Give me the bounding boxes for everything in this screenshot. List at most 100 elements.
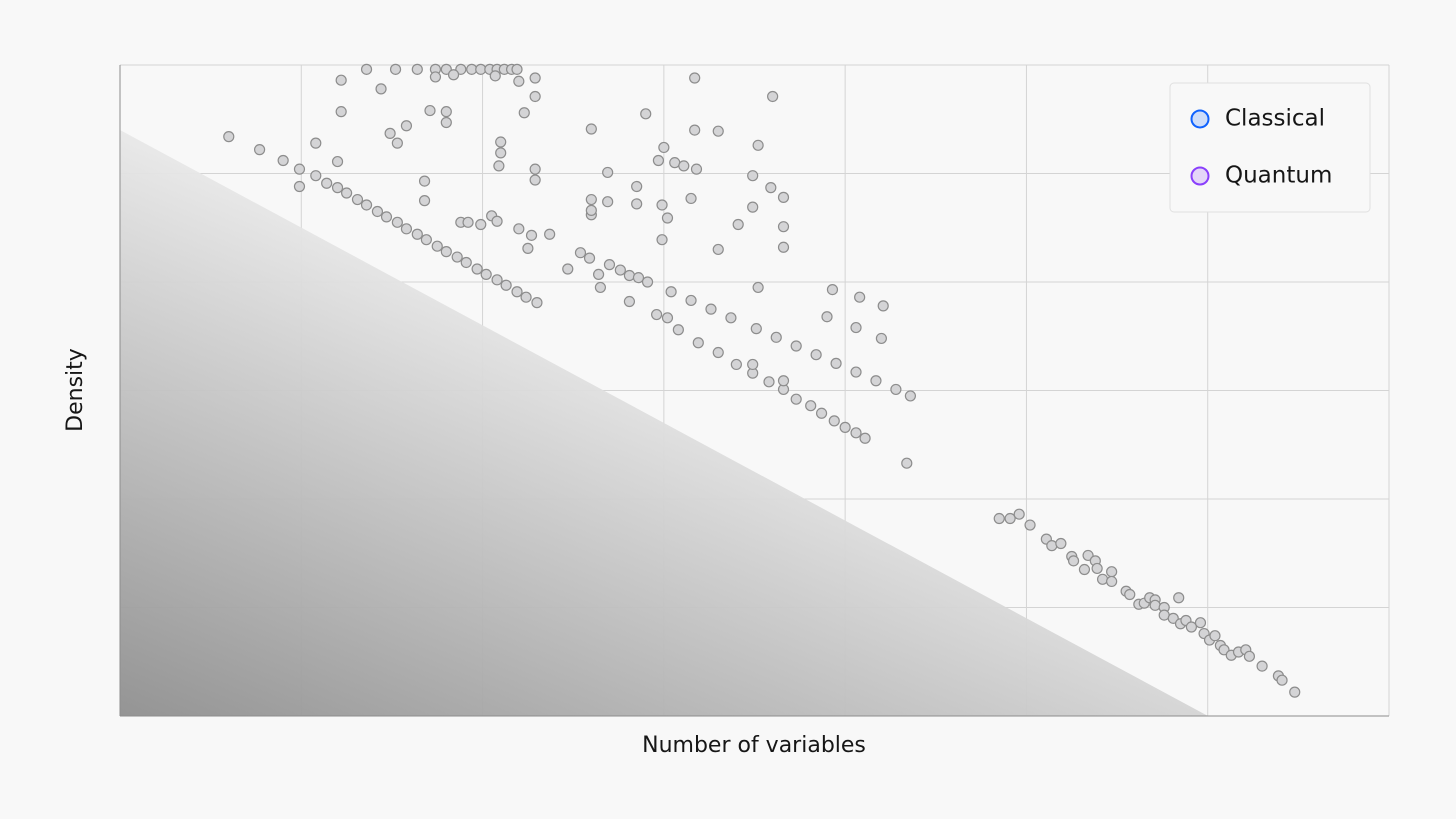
point xyxy=(1256,660,1268,672)
point xyxy=(585,123,597,135)
point xyxy=(689,72,701,84)
point xyxy=(391,137,403,149)
point xyxy=(1067,555,1080,567)
point xyxy=(471,263,483,275)
point xyxy=(1046,540,1058,552)
point xyxy=(411,228,423,240)
point xyxy=(513,223,525,235)
point xyxy=(440,106,452,118)
point xyxy=(1185,621,1197,633)
point xyxy=(850,427,862,439)
point xyxy=(420,234,432,246)
point xyxy=(583,252,596,264)
point xyxy=(826,283,839,296)
point xyxy=(525,229,538,241)
legend-marker xyxy=(1190,166,1210,186)
point xyxy=(371,205,384,218)
point xyxy=(767,90,779,103)
point xyxy=(491,215,503,227)
point xyxy=(904,390,917,402)
point xyxy=(585,193,597,206)
point xyxy=(1149,599,1161,611)
point xyxy=(592,268,605,281)
point xyxy=(623,269,636,282)
point xyxy=(712,346,724,359)
point xyxy=(562,263,574,275)
point xyxy=(529,174,541,186)
point xyxy=(1124,588,1136,601)
point xyxy=(440,116,452,129)
point xyxy=(763,376,775,388)
point xyxy=(400,120,413,132)
point xyxy=(770,331,782,343)
point xyxy=(594,281,607,294)
point xyxy=(431,240,443,252)
point xyxy=(790,340,802,352)
point xyxy=(529,72,541,84)
point xyxy=(614,264,626,276)
legend-box xyxy=(1169,82,1371,213)
point xyxy=(602,196,614,208)
point xyxy=(805,400,817,412)
point xyxy=(839,421,851,433)
point xyxy=(1078,563,1091,576)
point xyxy=(500,279,512,291)
point xyxy=(400,223,413,235)
point xyxy=(574,247,587,259)
point xyxy=(495,147,507,159)
point xyxy=(815,407,828,419)
point xyxy=(277,154,289,167)
point xyxy=(901,457,913,469)
point xyxy=(602,166,614,179)
point xyxy=(1024,519,1036,531)
point xyxy=(730,358,742,371)
point xyxy=(828,415,840,427)
point xyxy=(712,125,724,137)
point xyxy=(672,324,684,336)
point xyxy=(821,311,833,323)
point xyxy=(875,332,888,345)
point xyxy=(685,192,697,205)
point xyxy=(692,337,704,349)
point xyxy=(429,71,442,83)
point xyxy=(360,63,373,75)
legend-label: Classical xyxy=(1225,106,1325,132)
x-axis-label: Number of variables xyxy=(642,733,866,758)
point xyxy=(732,218,744,231)
point xyxy=(544,228,556,240)
point xyxy=(661,312,674,324)
point xyxy=(678,160,690,172)
point xyxy=(1055,537,1067,550)
point xyxy=(1004,512,1016,525)
point xyxy=(480,268,492,281)
point xyxy=(689,124,701,136)
points xyxy=(223,63,1301,698)
point xyxy=(335,74,347,86)
point xyxy=(451,251,463,263)
point xyxy=(750,323,762,335)
point xyxy=(652,154,665,167)
point xyxy=(1106,575,1118,588)
point xyxy=(752,281,764,294)
point xyxy=(685,294,697,307)
point xyxy=(475,218,487,231)
point xyxy=(293,180,306,193)
point xyxy=(513,75,525,87)
point xyxy=(331,155,344,168)
point xyxy=(656,199,668,211)
point xyxy=(623,295,636,308)
point xyxy=(380,211,393,223)
point xyxy=(656,234,668,246)
point xyxy=(752,139,764,151)
point xyxy=(418,175,431,187)
point xyxy=(870,375,882,387)
point xyxy=(522,242,534,254)
point xyxy=(511,286,523,298)
point xyxy=(777,241,790,253)
point xyxy=(411,63,423,75)
point xyxy=(854,291,866,303)
point xyxy=(424,104,436,117)
point xyxy=(665,286,677,298)
point xyxy=(777,375,790,387)
point xyxy=(830,357,842,369)
